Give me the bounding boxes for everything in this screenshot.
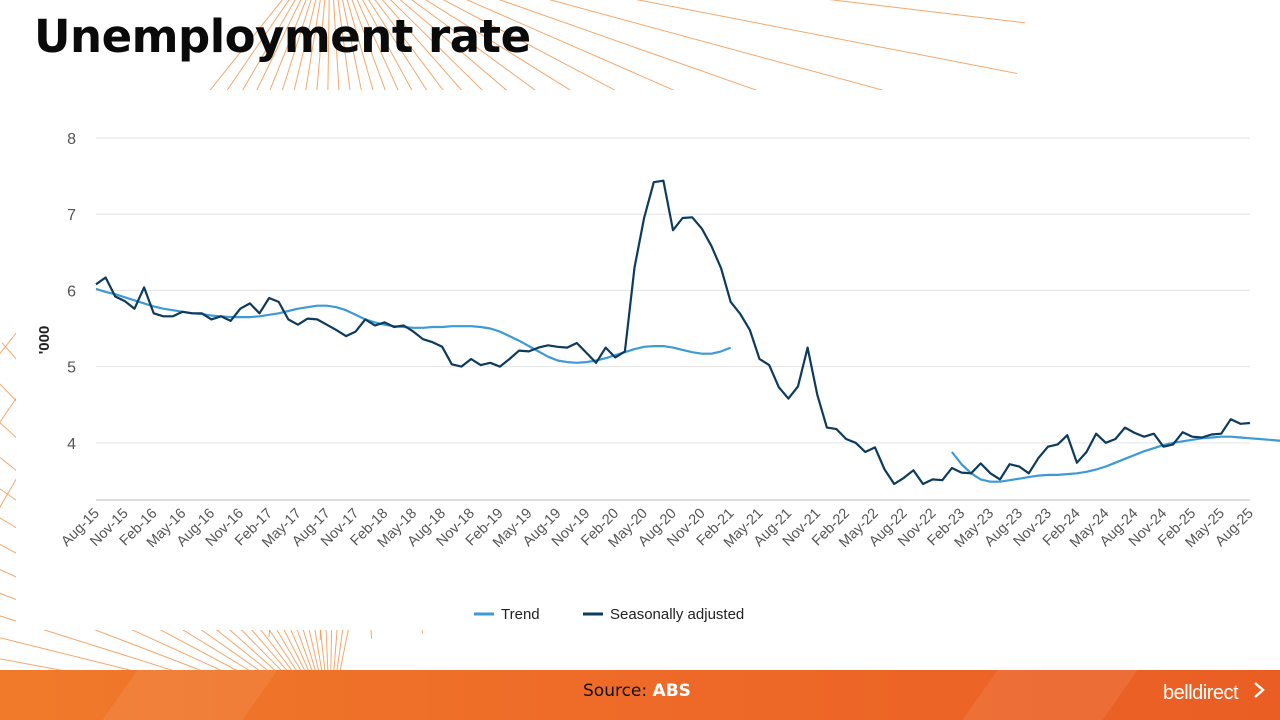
decor-ray-top [636,0,1018,75]
y-tick-label: 6 [67,283,76,300]
legend-label-seasonally-adjusted: Seasonally adjusted [610,606,744,623]
seasonally-adjusted-series-line [95,179,1251,486]
y-tick-label: 4 [67,436,76,453]
y-axis-label: '000 [36,326,53,355]
chevron-right-icon[interactable] [1248,679,1270,701]
page-title: Unemployment rate [34,10,531,63]
source-value: ABS [652,681,691,701]
brand-text-bell: bell [1163,682,1193,704]
chart-panel: 4 5 6 7 8'000 Aug-15 Nov-15 Feb-16 May-16 Aug-16 N… [16,90,1280,630]
footer-stripe [962,670,1138,720]
brand-logo[interactable]: belldirect [1163,682,1239,705]
trend-series-line [951,435,1280,483]
decor-ray-top [828,0,1026,24]
y-tick-label: 5 [67,360,76,377]
trend-series-line [95,287,732,364]
footer-stripe [102,670,278,720]
footer-bar: Source: ABS belldirect [0,670,1280,720]
brand-text-direct: direct [1192,682,1239,704]
y-tick-label: 8 [67,131,76,148]
legend-label-trend: Trend [501,606,540,623]
source-label: Source: [583,681,648,701]
source-credit: Source: ABS [583,681,691,701]
unemployment-line-chart: 45678'000Aug-15Nov-15Feb-16May-16Aug-16N… [36,131,1280,623]
y-tick-label: 7 [67,207,76,224]
